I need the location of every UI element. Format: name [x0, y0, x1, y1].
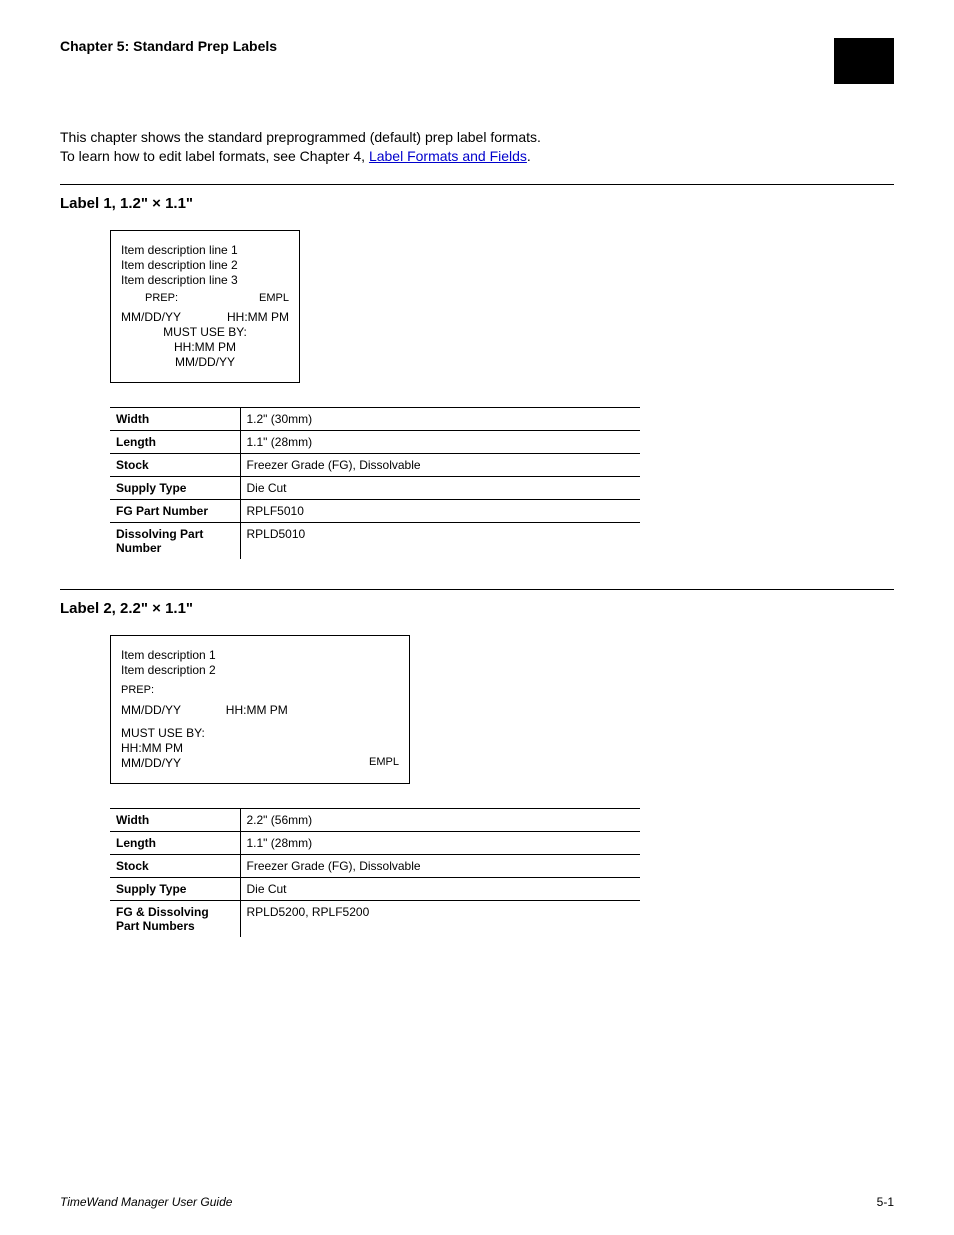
label1-time: HH:MM PM — [227, 310, 289, 325]
footer-left: TimeWand Manager User Guide — [60, 1195, 232, 1209]
label1-prep: PREP: — [145, 292, 178, 306]
label1-date: MM/DD/YY — [121, 310, 181, 325]
s2-r1-k: Length — [110, 832, 240, 855]
s2-r0-v: 2.2" (56mm) — [240, 809, 640, 832]
label1-useby-date: MM/DD/YY — [175, 355, 235, 370]
table-row: Length1.1" (28mm) — [110, 430, 640, 453]
s1-r2-k: Stock — [110, 453, 240, 476]
s2-r4-k: FG & Dissolving Part Numbers — [110, 901, 240, 938]
label2-empl: EMPL — [369, 756, 399, 771]
intro-line-2b: . — [527, 148, 531, 164]
label1-empl: EMPL — [259, 292, 289, 306]
s1-r0-k: Width — [110, 407, 240, 430]
label1-desc2: Item description line 2 — [121, 258, 289, 273]
table-row: FG Part NumberRPLF5010 — [110, 499, 640, 522]
intro-line-2a: To learn how to edit label formats, see … — [60, 148, 369, 164]
divider-2 — [60, 589, 894, 590]
s1-r4-v: RPLF5010 — [240, 499, 640, 522]
table-row: Width1.2" (30mm) — [110, 407, 640, 430]
label1-desc1: Item description line 1 — [121, 243, 289, 258]
label2-useby-date: MM/DD/YY — [121, 756, 181, 771]
s1-r3-v: Die Cut — [240, 476, 640, 499]
s2-r0-k: Width — [110, 809, 240, 832]
s2-r4-v: RPLD5200, RPLF5200 — [240, 901, 640, 938]
footer-right: 5-1 — [877, 1195, 894, 1209]
s1-r0-v: 1.2" (30mm) — [240, 407, 640, 430]
label1-useby-time: HH:MM PM — [174, 340, 236, 355]
header-row: Chapter 5: Standard Prep Labels — [60, 38, 894, 84]
page-footer: TimeWand Manager User Guide 5-1 — [60, 1195, 894, 1209]
section2-table: Width2.2" (56mm) Length1.1" (28mm) Stock… — [110, 808, 640, 937]
s2-r3-k: Supply Type — [110, 878, 240, 901]
label2-date: MM/DD/YY — [121, 703, 181, 718]
s2-r2-k: Stock — [110, 855, 240, 878]
label2-desc2: Item description 2 — [121, 663, 399, 678]
label2-useby-time: HH:MM PM — [121, 741, 399, 756]
s2-r1-v: 1.1" (28mm) — [240, 832, 640, 855]
s1-r3-k: Supply Type — [110, 476, 240, 499]
s2-r3-v: Die Cut — [240, 878, 640, 901]
table-row: Supply TypeDie Cut — [110, 476, 640, 499]
intro-block: This chapter shows the standard preprogr… — [60, 128, 894, 166]
label1-preview: Item description line 1 Item description… — [110, 230, 300, 383]
label2-preview: Item description 1 Item description 2 PR… — [110, 635, 410, 785]
s1-r5-v: RPLD5010 — [240, 522, 640, 559]
section1-table: Width1.2" (30mm) Length1.1" (28mm) Stock… — [110, 407, 640, 559]
table-row: Dissolving Part NumberRPLD5010 — [110, 522, 640, 559]
table-row: StockFreezer Grade (FG), Dissolvable — [110, 453, 640, 476]
section2-title: Label 2, 2.2" × 1.1" — [60, 600, 894, 617]
table-row: Width2.2" (56mm) — [110, 809, 640, 832]
s1-r1-k: Length — [110, 430, 240, 453]
label1-mustuse: MUST USE BY: — [163, 325, 247, 340]
intro-line-2: To learn how to edit label formats, see … — [60, 147, 894, 166]
label2-desc1: Item description 1 — [121, 648, 399, 663]
s1-r5-k: Dissolving Part Number — [110, 522, 240, 559]
table-row: Length1.1" (28mm) — [110, 832, 640, 855]
s1-r2-v: Freezer Grade (FG), Dissolvable — [240, 453, 640, 476]
s2-r2-v: Freezer Grade (FG), Dissolvable — [240, 855, 640, 878]
page-number-box — [834, 38, 894, 84]
label2-prep: PREP: — [121, 684, 399, 698]
label2-time: HH:MM PM — [226, 703, 288, 718]
table-row: Supply TypeDie Cut — [110, 878, 640, 901]
table-row: FG & Dissolving Part NumbersRPLD5200, RP… — [110, 901, 640, 938]
s1-r4-k: FG Part Number — [110, 499, 240, 522]
label2-mustuse: MUST USE BY: — [121, 726, 399, 741]
chapter-title: Chapter 5: Standard Prep Labels — [60, 38, 277, 54]
section1-title: Label 1, 1.2" × 1.1" — [60, 195, 894, 212]
divider-1 — [60, 184, 894, 185]
intro-link[interactable]: Label Formats and Fields — [369, 148, 527, 164]
s1-r1-v: 1.1" (28mm) — [240, 430, 640, 453]
intro-line-1: This chapter shows the standard preprogr… — [60, 128, 894, 147]
table-row: StockFreezer Grade (FG), Dissolvable — [110, 855, 640, 878]
label1-desc3: Item description line 3 — [121, 273, 289, 288]
